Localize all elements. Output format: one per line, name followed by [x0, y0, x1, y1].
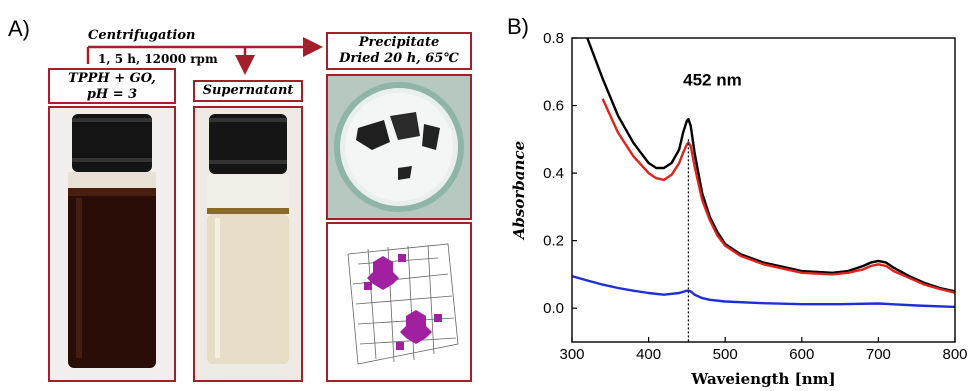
x-tick-label-500: 500	[713, 346, 738, 363]
series-line-2	[572, 274, 955, 309]
precipitate-label-line2: Dried 20 h, 65℃	[339, 51, 459, 66]
precipitate-label-line1: Precipitate	[358, 35, 440, 50]
precipitate-photo	[326, 74, 472, 220]
y-tick-label-0.8: 0.8	[543, 30, 564, 47]
x-tick-label-700: 700	[866, 346, 891, 363]
y-tick-label-0.6: 0.6	[543, 98, 564, 115]
peak-annotation: 452 nm	[683, 70, 742, 89]
y-axis-label: Absorbance	[510, 141, 528, 241]
x-axis-label: Waveiength [nm]	[690, 370, 835, 388]
panel-b-letter: B)	[507, 14, 529, 39]
x-tick-label-600: 600	[789, 346, 814, 363]
centrifugation-detail: 1, 5 h, 12000 rpm	[98, 52, 218, 66]
precipitate-label-box: Precipitate Dried 20 h, 65℃	[326, 32, 472, 70]
y-tick-label-0: 0.0	[543, 300, 564, 317]
plot-frame	[571, 37, 956, 343]
sample-label-box: TPPH + GO, pH = 3	[48, 68, 176, 104]
series-line-1	[601, 98, 955, 294]
structure-illustration	[326, 222, 472, 382]
sample-label-line2: pH = 3	[86, 87, 138, 102]
x-tick-label-300: 300	[559, 346, 584, 363]
x-tick-label-400: 400	[636, 346, 661, 363]
y-tick-label-0.2: 0.2	[543, 233, 564, 250]
vial-image	[195, 108, 301, 380]
go-tpph-structure	[347, 243, 459, 365]
process-arrows	[86, 37, 323, 75]
supernatant-label-box: Supernatant	[193, 80, 303, 102]
sample-label-line1: TPPH + GO,	[68, 71, 156, 86]
y-tick-label-0.4: 0.4	[543, 165, 564, 182]
panel-a-letter: A)	[8, 16, 30, 41]
supernatant-label: Supernatant	[202, 83, 294, 98]
series-line-0	[586, 38, 955, 293]
x-tick-label-800: 800	[942, 346, 967, 363]
vial-photo-tpph-go	[48, 106, 176, 382]
vial-image	[50, 108, 174, 380]
petri-dish-image	[328, 76, 470, 218]
centrifugation-label: Centrifugation	[88, 28, 196, 43]
vial-photo-supernatant	[193, 106, 303, 382]
